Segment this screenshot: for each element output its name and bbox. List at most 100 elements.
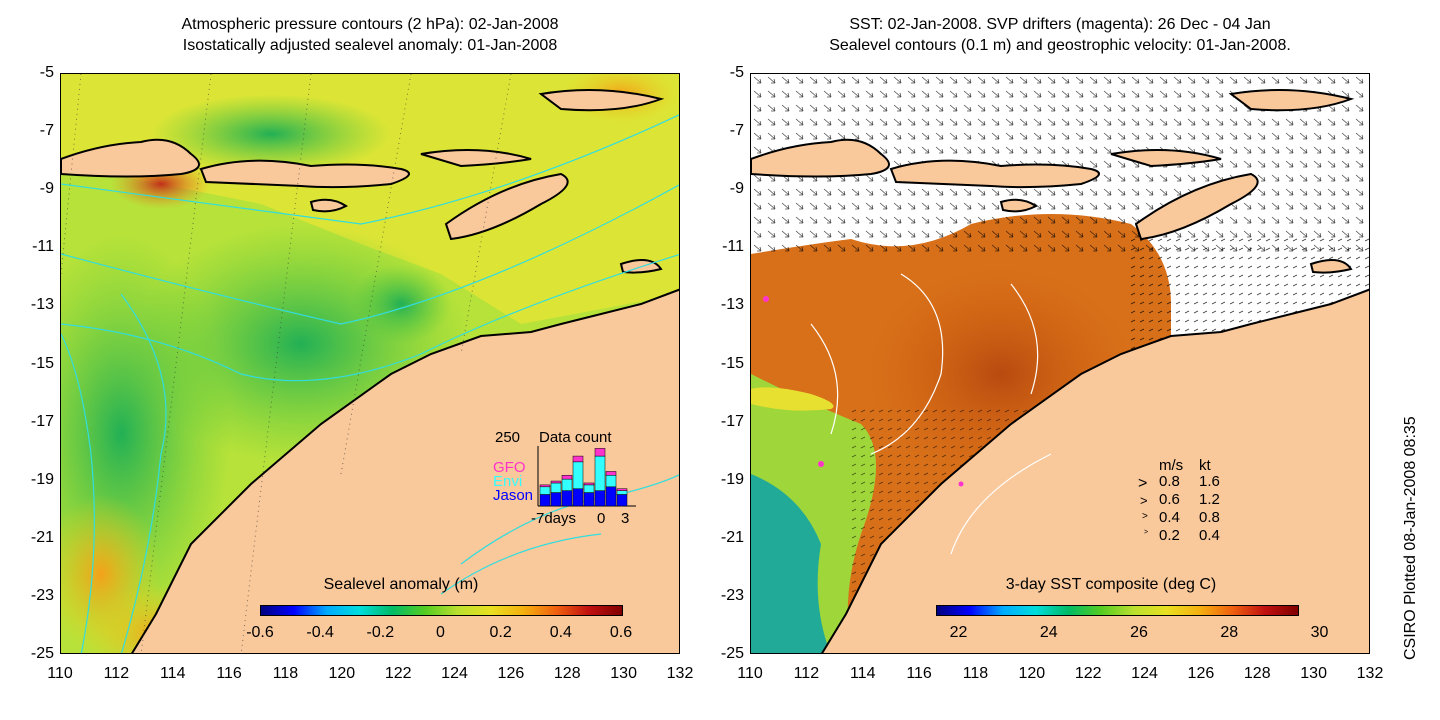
lat-tick-label: -23 [30,586,54,604]
inset-bar-envi [605,475,617,488]
lon-tick-label: 116 [906,665,932,682]
sealevel-colorbar-tick: -0.6 [246,624,274,641]
lesser-sunda-islands [199,159,410,189]
lon-tick-label: 124 [1131,665,1158,682]
velocity-legend-ms: 0.2 [1159,527,1180,544]
lat-tick-label: -17 [30,412,54,430]
velocity-legend-ms: 0.6 [1159,491,1180,508]
svp-drifters [763,296,964,487]
inset-bar-envi [594,455,606,491]
right-title: SST: 02-Jan-2008. SVP drifters (magenta)… [720,14,1400,56]
lon-tick-label: 128 [1243,665,1271,682]
inset-legend-gfo: GFO [493,459,526,476]
inset-bar-jason [583,492,595,507]
inset-bar-gfo [572,455,584,463]
sealevel-map [61,74,679,653]
left-title-line1: Atmospheric pressure contours (2 hPa): 0… [181,16,559,33]
inset-bar-jason [561,490,573,507]
lat-tick-label: -5 [729,64,744,81]
inset-bar-jason [539,494,551,507]
velocity-legend-kt: 1.6 [1199,473,1220,490]
data-count-inset: 250 Data count GFO Envi Jason -7days 0 3 [481,424,641,534]
lat-tick-label: -23 [720,586,744,604]
lat-tick-label: -15 [30,354,54,372]
lat-tick-label: -13 [30,296,54,314]
velocity-legend-kt-header: kt [1199,457,1211,474]
java-island [61,138,200,178]
inset-bar-jason [550,492,562,507]
inset-legend-envi: Envi [493,473,523,490]
inset-bar-gfo [539,484,551,488]
velocity-legend-kt: 1.2 [1199,491,1220,508]
lon-tick-label: 110 [737,665,763,682]
sealevel-colorbar-tick: 0 [436,624,445,641]
lat-tick-label: -19 [720,470,744,488]
velocity-legend-ms: 0.4 [1159,509,1180,526]
lon-tick-label: 128 [553,665,581,682]
lat-tick-label: -19 [30,470,54,488]
lat-tick-label: -25 [720,645,744,662]
lon-tick-label: 124 [441,665,468,682]
right-title-line2: Sealevel contours (0.1 m) and geostrophi… [829,37,1291,54]
left-colorbar-title: Sealevel anomaly (m) [323,576,479,593]
velocity-legend-ms: 0.8 [1159,473,1180,490]
velocity-legend-arrow: > [1138,475,1148,492]
inset-bar-gfo [583,482,595,486]
sealevel-colorbar-tick: -0.4 [306,624,334,641]
lon-tick-label: 120 [1018,665,1046,682]
lat-tick-label: -13 [720,296,744,314]
lon-tick-label: 122 [1074,665,1102,682]
inset-legend-jason: Jason [493,487,534,504]
inset-bar-gfo [550,480,562,484]
lon-tick-label: 132 [1356,665,1384,682]
inset-bar-jason [572,488,584,507]
inset-bar-jason [605,486,617,507]
lat-tick-label: -25 [30,645,54,662]
inset-title: Data count [539,429,612,446]
sealevel-colorbar-tick: 0.4 [549,624,572,641]
left-map-panel: 250 Data count GFO Envi Jason -7days 0 3… [60,73,680,654]
lon-tick-label: 130 [1300,665,1327,682]
inset-bar-gfo [605,471,617,476]
lon-tick-label: 126 [497,665,525,682]
sst-colorbar-tick: 26 [1130,624,1148,641]
left-title: Atmospheric pressure contours (2 hPa): 0… [60,14,680,56]
lat-tick-label: -17 [720,412,744,430]
right-title-line1: SST: 02-Jan-2008. SVP drifters (magenta)… [849,16,1271,33]
inset-bar-gfo [561,475,573,480]
lon-tick-label: 118 [272,665,299,682]
inset-bar-envi [561,478,573,491]
inset-xlabel-zero: 0 [597,510,606,527]
lat-tick-label: -9 [729,180,744,198]
inset-xlabel-end: 3 [621,510,630,527]
sst-colorbar-tick: 24 [1039,624,1058,641]
lon-tick-label: 122 [384,665,412,682]
right-map-panel: m/s kt >0.8 1.6 >0.6 1.2 >0.4 0.8 >0.2 0.4 3-da… [750,73,1370,654]
lon-tick-label: 118 [962,665,989,682]
velocity-legend: m/s kt >0.8 1.6 >0.6 1.2 >0.4 0.8 >0.2 0.4 [1136,457,1246,547]
lat-tick-label: -9 [39,180,54,198]
inset-xlabel-start: -7days [531,510,577,527]
velocity-legend-arrow: > [1142,511,1148,522]
lon-tick-label: 112 [793,665,820,682]
australia-landmass [131,288,679,653]
plot-credit: CSIRO Plotted 08-Jan-2008 08:35 [1402,416,1419,660]
inset-bar-gfo [594,448,606,457]
lon-tick-label: 120 [328,665,356,682]
lon-tick-label: 126 [1187,665,1215,682]
sumba-island [309,198,348,213]
inset-bar-envi [550,482,562,493]
sealevel-colorbar-tick: 0.2 [489,624,512,641]
lon-tick-label: 116 [216,665,242,682]
left-colorbar [260,605,623,616]
timor-island [444,172,569,241]
inset-bars [537,446,636,507]
right-colorbar [936,605,1299,616]
inset-bar-envi [572,461,584,489]
inset-bar-envi [539,486,551,495]
lon-tick-label: 110 [47,665,73,682]
sealevel-contours [810,273,1052,555]
inset-ymax: 250 [495,429,521,446]
lat-tick-label: -11 [722,238,744,256]
velocity-legend-arrow: > [1140,493,1148,508]
